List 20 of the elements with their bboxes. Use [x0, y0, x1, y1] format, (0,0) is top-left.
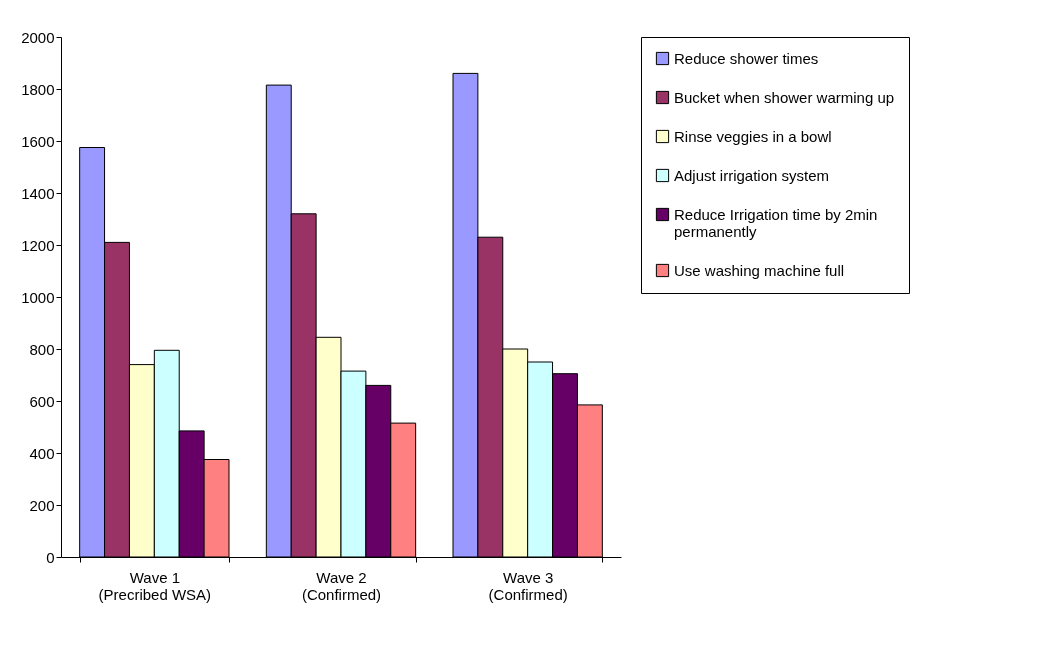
- x-tick-label: Wave 2 (Confirmed): [301, 568, 382, 603]
- legend-label: Reduce Irrigation time by 2min permanently: [674, 205, 878, 240]
- y-tick-label: 1600: [21, 132, 55, 150]
- y-tick-label: 0: [46, 548, 55, 566]
- y-tick-label: 2000: [21, 28, 55, 46]
- x-tick-label: Wave 3 (Confirmed): [488, 568, 568, 603]
- legend-label: Reduce shower times: [674, 49, 819, 67]
- y-tick-label: 600: [29, 392, 55, 410]
- legend-label: Adjust irrigation system: [674, 166, 830, 184]
- y-tick-label: 1000: [21, 288, 55, 306]
- y-tick-label: 1400: [21, 184, 55, 202]
- y-tick-label: 1800: [21, 80, 55, 98]
- y-tick-label: 1200: [21, 236, 55, 254]
- y-tick-label: 200: [29, 496, 55, 514]
- legend-label: Bucket when shower warming up: [674, 88, 895, 106]
- x-tick-label: Wave 1 (Precribed WSA): [98, 568, 212, 603]
- legend-label: Rinse veggies in a bowl: [674, 127, 832, 145]
- y-tick-label: 400: [29, 444, 55, 462]
- legend-label: Use washing machine full: [674, 261, 845, 279]
- y-tick-label: 800: [29, 340, 55, 358]
